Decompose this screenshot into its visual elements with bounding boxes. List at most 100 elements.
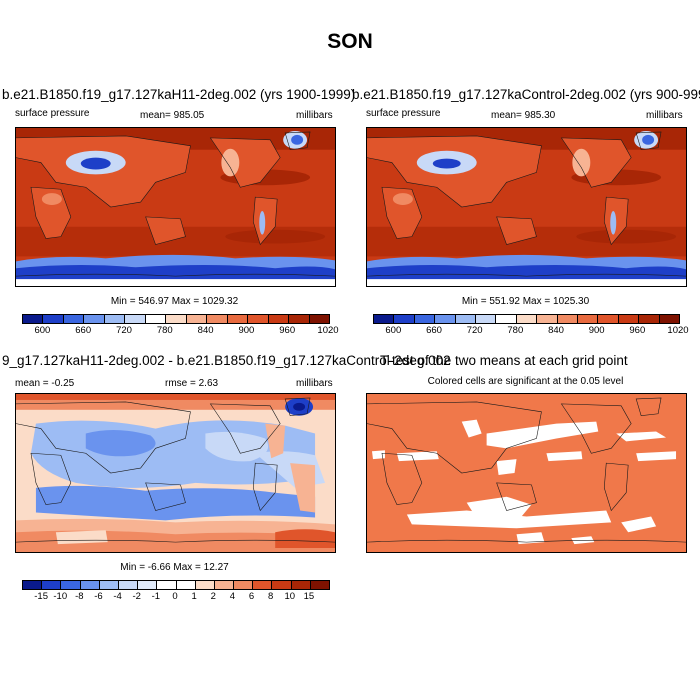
colorbar-swatch (104, 315, 126, 323)
colorbar-tick-label: 660 (75, 325, 92, 336)
colorbar-swatch (118, 581, 139, 589)
colorbar-swatch (207, 315, 228, 323)
colorbar-swatch (253, 581, 273, 589)
colorbar-swatch (598, 315, 619, 323)
colorbar-tick-label: 900 (588, 325, 605, 336)
panel2-map (366, 127, 687, 287)
colorbar-tick-label: 4 (229, 591, 236, 602)
panel2-map-svg (367, 128, 686, 286)
colorbar-tick-label: 900 (238, 325, 255, 336)
colorbar-swatch (166, 315, 187, 323)
colorbar-swatch (227, 315, 249, 323)
colorbar-swatch (138, 581, 158, 589)
colorbar-tick-label: 1020 (317, 325, 339, 336)
colorbar-swatch (176, 581, 196, 589)
colorbar-tick-label: 2 (210, 591, 216, 602)
colorbar-swatch (659, 315, 680, 323)
colorbar-tick-label: 10 (284, 591, 296, 602)
colorbar-swatch (195, 581, 215, 589)
colorbar-tick-label: -4 (113, 591, 122, 602)
colorbar-swatch (248, 315, 269, 323)
panel2-colorbar-ticks: 600 660 720 780 840 900 960 1020 (373, 325, 688, 337)
panel2-title: b.e21.B1850.f19_g17.127kaControl-2deg.00… (352, 87, 700, 102)
panel3-mean-label: mean = -0.25 (15, 378, 75, 389)
colorbar-swatch (80, 581, 100, 589)
panel4-map (366, 393, 687, 553)
colorbar-swatch (214, 581, 235, 589)
colorbar-tick-label: 720 (116, 325, 132, 336)
colorbar-swatch (537, 315, 558, 323)
colorbar-swatch (516, 315, 538, 323)
colorbar-tick-label: 15 (303, 591, 315, 602)
panel4-subtitle: Colored cells are significant at the 0.0… (427, 376, 624, 387)
panel3-rmse-label: rmse = 2.63 (165, 378, 219, 389)
colorbar-swatch (23, 581, 43, 589)
panel1-left-label: surface pressure (15, 108, 90, 119)
colorbar-tick-label: -6 (94, 591, 103, 602)
colorbar-swatch (63, 315, 85, 323)
colorbar-tick-label: -15 (34, 591, 48, 602)
colorbar-tick-label: 600 (385, 325, 402, 336)
panel1-colorbar (22, 314, 330, 324)
colorbar-swatch (374, 315, 395, 323)
panel3-minmax: Min = -6.66 Max = 12.27 (120, 562, 229, 573)
colorbar-tick-label: 8 (267, 591, 274, 602)
colorbar-tick-label: 840 (548, 325, 564, 336)
colorbar-swatch (414, 315, 436, 323)
panel1-map-svg (16, 128, 335, 286)
panel1-units-label: millibars (296, 110, 333, 121)
colorbar-swatch (125, 315, 146, 323)
colorbar-swatch (43, 315, 64, 323)
colorbar-swatch (578, 315, 599, 323)
colorbar-tick-label: 780 (156, 325, 173, 336)
panel1-mean-label: mean= 985.05 (140, 110, 205, 121)
panel3-colorbar-ticks: -15 -10 -8 -6 -4 -2 -1 0 1 2 4 6 8 10 15 (22, 591, 328, 603)
panel1-title: b.e21.B1850.f19_g17.127kaH11-2deg.002 (y… (2, 87, 356, 102)
colorbar-swatch (42, 581, 62, 589)
colorbar-swatch (23, 315, 44, 323)
panel3-title: 9_g17.127kaH11-2deg.002 - b.e21.B1850.f1… (2, 353, 451, 368)
colorbar-swatch (435, 315, 456, 323)
colorbar-swatch (618, 315, 640, 323)
panel3-colorbar (22, 580, 330, 590)
colorbar-swatch (61, 581, 81, 589)
panel2-minmax: Min = 551.92 Max = 1025.30 (461, 296, 590, 307)
panel1-colorbar-ticks: 600 660 720 780 840 900 960 1020 (22, 325, 338, 337)
panel2-mean-label: mean= 985.30 (491, 110, 556, 121)
panel4-title: T-test of the two means at each grid poi… (380, 353, 628, 368)
colorbar-tick-label: 660 (426, 325, 442, 336)
panel2-units-label: millibars (646, 110, 683, 121)
panel2-colorbar (373, 314, 680, 324)
colorbar-swatch (234, 581, 254, 589)
panel1-map (15, 127, 336, 287)
colorbar-tick-label: 960 (629, 325, 646, 336)
colorbar-tick-label: 960 (279, 325, 296, 336)
colorbar-swatch (455, 315, 477, 323)
colorbar-swatch (289, 315, 310, 323)
panel3-units-label: millibars (296, 378, 333, 389)
panel2-left-label: surface pressure (366, 108, 441, 119)
colorbar-swatch (476, 315, 497, 323)
colorbar-swatch (496, 315, 517, 323)
colorbar-swatch (309, 315, 330, 323)
colorbar-swatch (310, 581, 329, 589)
panel3-map-svg (16, 394, 335, 552)
colorbar-swatch (268, 315, 290, 323)
colorbar-swatch (99, 581, 119, 589)
colorbar-swatch (272, 581, 292, 589)
colorbar-swatch (84, 315, 105, 323)
colorbar-tick-label: 600 (34, 325, 51, 336)
colorbar-tick-label: 1020 (667, 325, 689, 336)
colorbar-tick-label: -1 (151, 591, 161, 602)
colorbar-tick-label: -10 (53, 591, 68, 602)
colorbar-swatch (639, 315, 660, 323)
figure-title: SON (327, 30, 373, 53)
colorbar-tick-label: 6 (248, 591, 255, 602)
colorbar-swatch (394, 315, 415, 323)
colorbar-tick-label: 840 (197, 325, 214, 336)
colorbar-tick-label: -8 (75, 591, 84, 602)
colorbar-tick-label: 720 (466, 325, 483, 336)
colorbar-swatch (291, 581, 311, 589)
colorbar-tick-label: 780 (507, 325, 524, 336)
colorbar-tick-label: -2 (132, 591, 141, 602)
